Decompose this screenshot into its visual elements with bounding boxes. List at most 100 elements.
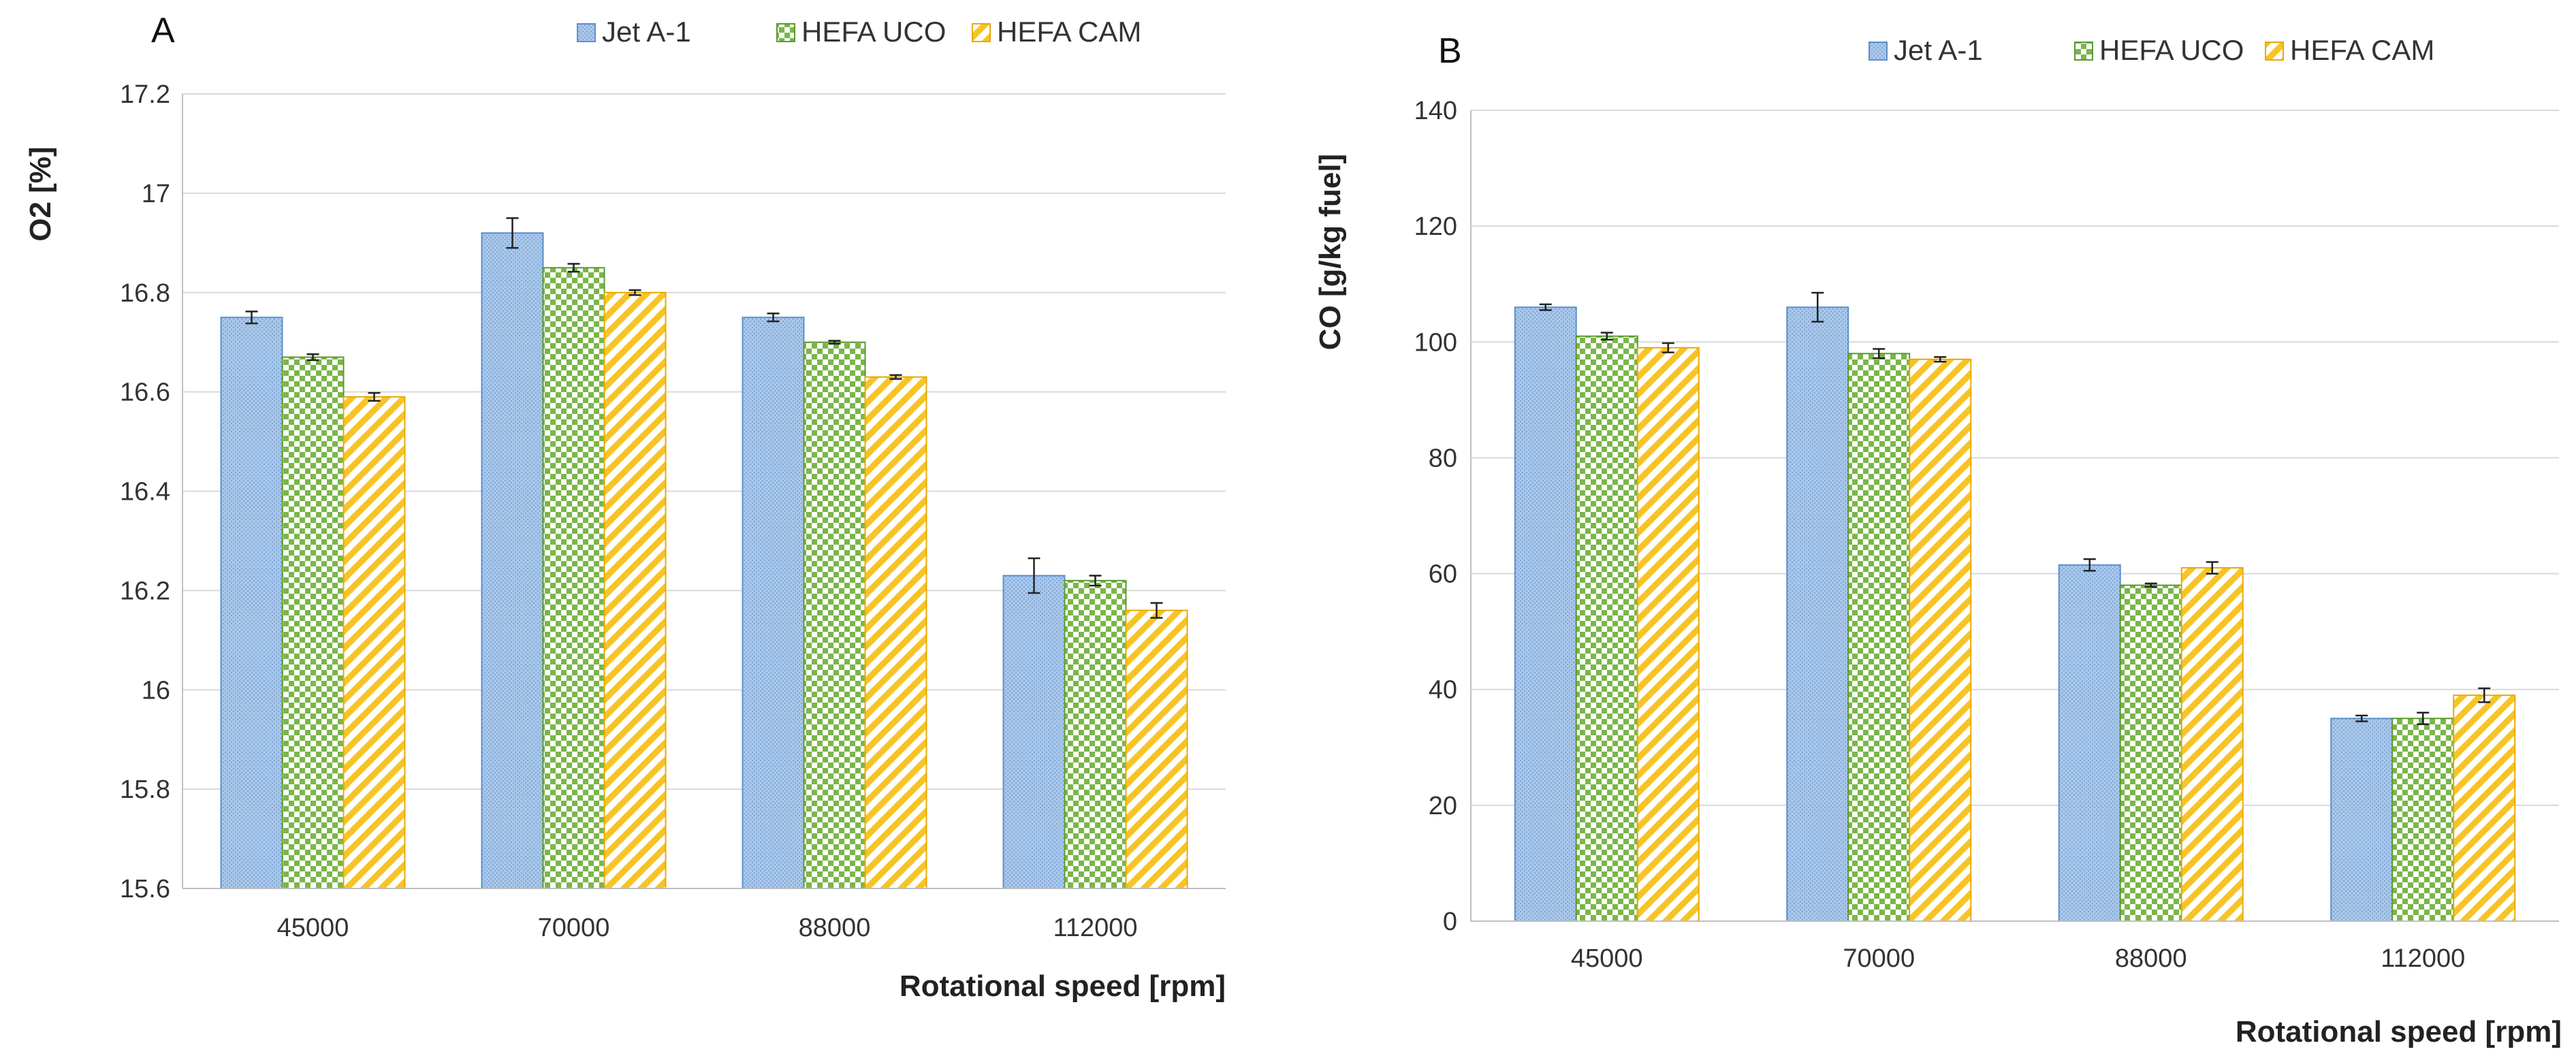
legend-item: Jet A-1	[1869, 34, 1983, 66]
error-bar	[1089, 575, 1102, 587]
x-tick-labels: 45000 70000 88000 112000	[1571, 944, 2465, 973]
error-bar	[2083, 558, 2096, 572]
error-bars	[1539, 291, 2491, 726]
y-tick-label: 20	[1429, 792, 1457, 820]
error-bar	[889, 374, 902, 380]
x-tick-label: 88000	[799, 914, 871, 942]
bar-hefa-cam-45000	[1636, 347, 1700, 922]
error-bar	[1600, 332, 1613, 341]
bar-hefa-cam-70000	[1909, 358, 1972, 922]
legend-item: HEFA UCO	[2074, 34, 2244, 66]
chart-panel-b: B 0 20 40 60 80 100 120 140 45000 70000 88000 1120…	[1314, 31, 2562, 1048]
error-bar	[1811, 291, 1824, 323]
x-tick-label: 45000	[277, 914, 349, 942]
x-tick-label: 70000	[1843, 944, 1915, 973]
y-tick-label: 17.2	[120, 80, 170, 109]
y-tick-label: 15.8	[120, 775, 170, 804]
bar-jet-a-1-70000	[481, 232, 544, 890]
error-bar	[368, 391, 381, 402]
error-bar	[2478, 687, 2491, 703]
y-tick-label: 16.6	[120, 379, 170, 407]
bars	[220, 232, 1188, 890]
error-bar	[1873, 348, 1886, 359]
x-tick-label: 88000	[2115, 944, 2187, 973]
legend: Jet A-1 HEFA UCO HEFA CAM	[577, 16, 1141, 48]
panel-label: B	[1438, 31, 1462, 71]
bar-hefa-cam-70000	[603, 291, 667, 889]
bar-jet-a-1-88000	[742, 317, 805, 889]
y-tick-label: 16.8	[120, 279, 170, 308]
y-axis-title: O2 [%]	[24, 146, 57, 241]
error-bar	[2144, 582, 2157, 588]
y-tick-label: 16	[142, 676, 170, 705]
bar-hefa-uco-88000	[803, 341, 866, 889]
error-bar	[506, 217, 519, 249]
error-bar	[2417, 711, 2430, 726]
bars	[1514, 306, 2516, 922]
x-tick-label: 45000	[1571, 944, 1643, 973]
legend-label: HEFA CAM	[2290, 34, 2434, 66]
error-bar	[1150, 602, 1163, 619]
y-tick-label: 16.4	[120, 478, 170, 507]
bar-hefa-cam-88000	[864, 376, 927, 889]
bar-hefa-uco-88000	[2119, 584, 2182, 922]
legend-swatch	[577, 23, 596, 42]
error-bar	[1539, 303, 1552, 311]
bar-jet-a-1-112000	[1002, 575, 1066, 890]
legend-item: Jet A-1	[577, 16, 691, 48]
y-tick-label: 16.2	[120, 577, 170, 605]
error-bars	[245, 217, 1163, 619]
legend-label: Jet A-1	[602, 16, 691, 48]
error-bar	[767, 312, 780, 323]
x-tick-label: 112000	[1053, 914, 1138, 942]
legend-label: HEFA UCO	[2099, 34, 2244, 66]
legend-label: HEFA CAM	[997, 16, 1141, 48]
y-tick-labels: 0 20 40 60 80 100 120 140	[1414, 97, 1457, 936]
error-bar	[1028, 557, 1040, 594]
panel-label: A	[151, 11, 175, 50]
error-bar	[629, 289, 641, 296]
bar-hefa-cam-88000	[2180, 567, 2244, 922]
legend-label: Jet A-1	[1894, 34, 1983, 66]
error-bar	[245, 310, 258, 325]
y-tick-label: 100	[1414, 328, 1457, 357]
y-tick-label: 15.6	[120, 875, 170, 903]
error-bar	[306, 353, 319, 362]
bar-hefa-uco-45000	[1575, 335, 1638, 922]
legend-swatch	[776, 23, 795, 42]
x-axis-title: Rotational speed [rpm]	[2236, 1015, 2562, 1048]
bar-hefa-uco-112000	[2391, 718, 2455, 922]
bar-jet-a-1-70000	[1786, 306, 1849, 922]
y-tick-label: 80	[1429, 444, 1457, 472]
error-bar	[828, 340, 841, 345]
bar-jet-a-1-88000	[2058, 564, 2121, 922]
x-tick-label: 70000	[538, 914, 610, 942]
error-bar	[2355, 714, 2368, 722]
y-tick-labels: 15.6 15.8 16 16.2 16.4 16.6 16.8 17 17.2	[120, 80, 170, 903]
legend-swatch	[1869, 42, 1888, 61]
bar-hefa-cam-45000	[343, 396, 406, 889]
bar-hefa-uco-70000	[542, 267, 605, 889]
chart-panel-a: A 15.6 15.8 16 16.2 16.4 16.6 16.8 17 17.2 45000…	[24, 11, 1226, 1003]
bar-jet-a-1-112000	[2330, 718, 2394, 922]
x-tick-labels: 45000 70000 88000 112000	[277, 914, 1138, 942]
bar-hefa-cam-112000	[1125, 609, 1188, 889]
bar-hefa-cam-112000	[2453, 694, 2516, 922]
error-bar	[567, 263, 580, 273]
bar-hefa-uco-45000	[281, 356, 345, 889]
legend-item: HEFA CAM	[972, 16, 1141, 48]
y-tick-label: 60	[1429, 560, 1457, 589]
y-tick-label: 120	[1414, 212, 1457, 241]
legend-item: HEFA UCO	[776, 16, 946, 48]
error-bar	[1934, 356, 1947, 363]
y-tick-label: 40	[1429, 676, 1457, 705]
legend-swatch	[2074, 42, 2093, 61]
error-bar	[1661, 342, 1674, 353]
error-bar	[2206, 561, 2219, 575]
x-tick-label: 112000	[2381, 944, 2465, 973]
bar-hefa-uco-70000	[1847, 353, 1911, 922]
bar-jet-a-1-45000	[220, 317, 283, 889]
axes	[182, 94, 1226, 889]
axes	[1470, 110, 2559, 922]
